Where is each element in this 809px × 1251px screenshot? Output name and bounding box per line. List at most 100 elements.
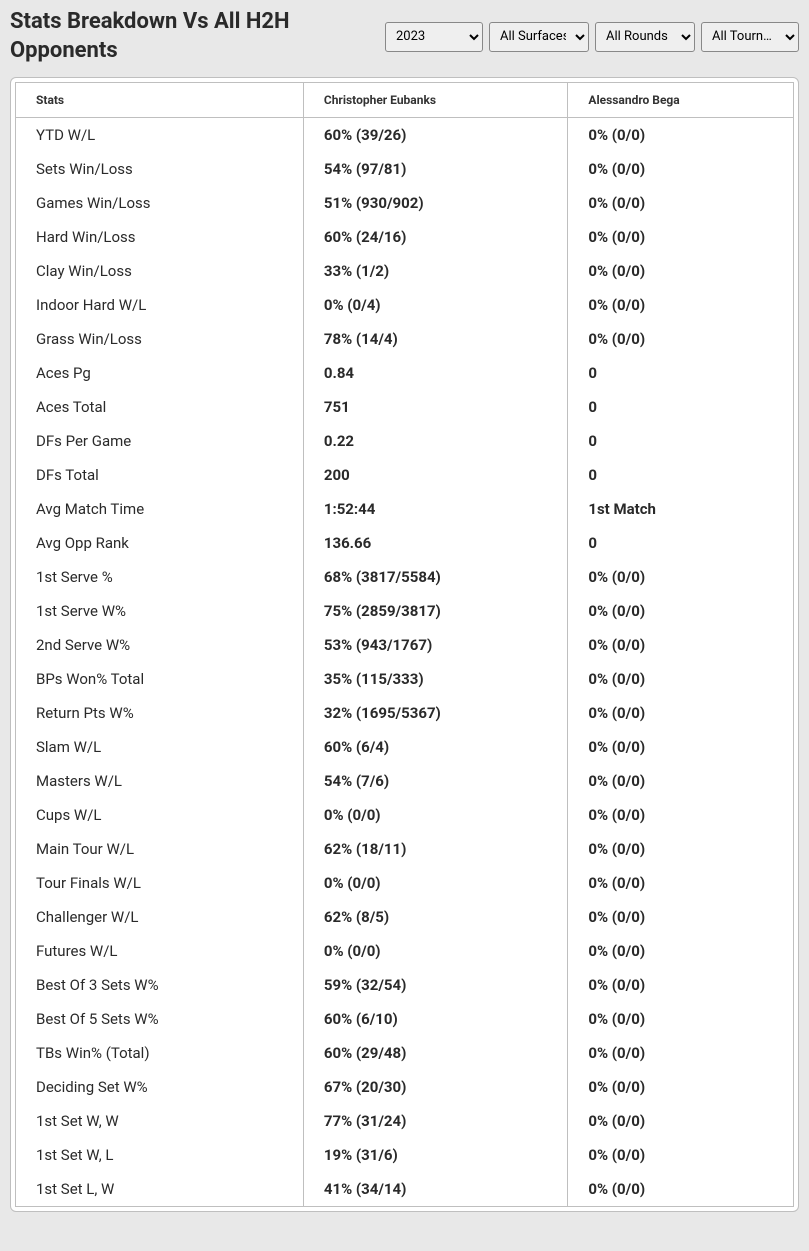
stat-value-player-b: 0% (0/0) [568,1138,794,1172]
stat-value-player-a: 54% (7/6) [303,764,568,798]
round-select[interactable]: All RoundsFinalSemiQuarter [595,22,695,52]
stat-label: 1st Serve % [16,560,304,594]
table-row: Tour Finals W/L0% (0/0)0% (0/0) [16,866,794,900]
table-row: Games Win/Loss51% (930/902)0% (0/0) [16,186,794,220]
stat-label: Sets Win/Loss [16,152,304,186]
stat-label: 1st Set W, L [16,1138,304,1172]
stat-value-player-b: 0% (0/0) [568,254,794,288]
stat-value-player-a: 60% (29/48) [303,1036,568,1070]
stat-value-player-a: 75% (2859/3817) [303,594,568,628]
table-row: 2nd Serve W%53% (943/1767)0% (0/0) [16,628,794,662]
table-row: Best Of 5 Sets W%60% (6/10)0% (0/0) [16,1002,794,1036]
table-row: Main Tour W/L62% (18/11)0% (0/0) [16,832,794,866]
table-row: Sets Win/Loss54% (97/81)0% (0/0) [16,152,794,186]
stat-value-player-a: 0% (0/0) [303,934,568,968]
table-row: Cups W/L0% (0/0)0% (0/0) [16,798,794,832]
stat-value-player-b: 0% (0/0) [568,866,794,900]
table-row: DFs Per Game0.220 [16,424,794,458]
table-row: Hard Win/Loss60% (24/16)0% (0/0) [16,220,794,254]
stat-label: 1st Set L, W [16,1172,304,1207]
stat-label: Indoor Hard W/L [16,288,304,322]
surface-select[interactable]: All SurfacesHardClayGrass [489,22,589,52]
stat-label: Avg Match Time [16,492,304,526]
stat-label: 2nd Serve W% [16,628,304,662]
stat-value-player-b: 0% (0/0) [568,560,794,594]
stat-value-player-a: 19% (31/6) [303,1138,568,1172]
tourn-select[interactable]: All Tourn…SlamMastersChallenger [701,22,799,52]
stats-table: Stats Christopher Eubanks Alessandro Beg… [15,82,794,1207]
stat-label: 1st Serve W% [16,594,304,628]
table-row: DFs Total2000 [16,458,794,492]
stat-value-player-a: 0% (0/0) [303,866,568,900]
stats-table-wrap: Stats Christopher Eubanks Alessandro Beg… [10,77,799,1212]
stat-value-player-a: 60% (39/26) [303,118,568,153]
table-row: Best Of 3 Sets W%59% (32/54)0% (0/0) [16,968,794,1002]
stat-value-player-b: 0% (0/0) [568,628,794,662]
stat-label: BPs Won% Total [16,662,304,696]
stat-label: Grass Win/Loss [16,322,304,356]
year-select[interactable]: 202320222021 [385,22,483,52]
stat-value-player-b: 0% (0/0) [568,1172,794,1207]
stat-value-player-a: 136.66 [303,526,568,560]
stat-value-player-b: 0% (0/0) [568,594,794,628]
page-title: Stats Breakdown Vs All H2H Opponents [10,8,300,65]
stat-value-player-a: 59% (32/54) [303,968,568,1002]
table-header-row: Stats Christopher Eubanks Alessandro Beg… [16,83,794,118]
stat-value-player-a: 751 [303,390,568,424]
stat-label: YTD W/L [16,118,304,153]
stat-label: Best Of 3 Sets W% [16,968,304,1002]
stat-value-player-b: 0% (0/0) [568,1070,794,1104]
stat-value-player-a: 68% (3817/5584) [303,560,568,594]
stat-value-player-a: 0% (0/0) [303,798,568,832]
stat-label: Futures W/L [16,934,304,968]
filters-container: 202320222021 All SurfacesHardClayGrass A… [385,22,799,52]
stat-label: Clay Win/Loss [16,254,304,288]
stat-value-player-a: 54% (97/81) [303,152,568,186]
table-row: Indoor Hard W/L0% (0/4)0% (0/0) [16,288,794,322]
stat-value-player-b: 0% (0/0) [568,1036,794,1070]
stat-value-player-b: 0% (0/0) [568,322,794,356]
stat-value-player-a: 53% (943/1767) [303,628,568,662]
stat-value-player-a: 77% (31/24) [303,1104,568,1138]
stat-value-player-a: 41% (34/14) [303,1172,568,1207]
stat-label: Avg Opp Rank [16,526,304,560]
stat-value-player-a: 200 [303,458,568,492]
stat-value-player-a: 0% (0/4) [303,288,568,322]
stat-label: Best Of 5 Sets W% [16,1002,304,1036]
stat-label: Deciding Set W% [16,1070,304,1104]
stat-value-player-b: 0 [568,526,794,560]
stat-value-player-b: 0% (0/0) [568,968,794,1002]
table-row: 1st Serve W%75% (2859/3817)0% (0/0) [16,594,794,628]
table-row: Challenger W/L62% (8/5)0% (0/0) [16,900,794,934]
stat-value-player-a: 60% (24/16) [303,220,568,254]
stat-label: TBs Win% (Total) [16,1036,304,1070]
stat-value-player-b: 0 [568,390,794,424]
stat-value-player-a: 35% (115/333) [303,662,568,696]
stat-value-player-a: 60% (6/10) [303,1002,568,1036]
table-row: Clay Win/Loss33% (1/2)0% (0/0) [16,254,794,288]
col-header-player-a: Christopher Eubanks [303,83,568,118]
stat-label: Return Pts W% [16,696,304,730]
table-row: 1st Serve %68% (3817/5584)0% (0/0) [16,560,794,594]
table-row: 1st Set W, L19% (31/6)0% (0/0) [16,1138,794,1172]
stat-value-player-a: 67% (20/30) [303,1070,568,1104]
header-bar: Stats Breakdown Vs All H2H Opponents 202… [0,0,809,77]
table-row: Slam W/L60% (6/4)0% (0/0) [16,730,794,764]
stat-label: Tour Finals W/L [16,866,304,900]
stat-value-player-b: 0 [568,458,794,492]
stat-value-player-a: 33% (1/2) [303,254,568,288]
stat-value-player-a: 0.84 [303,356,568,390]
table-row: Aces Pg0.840 [16,356,794,390]
stat-value-player-a: 78% (14/4) [303,322,568,356]
stat-value-player-b: 0% (0/0) [568,662,794,696]
col-header-stats: Stats [16,83,304,118]
stat-value-player-a: 51% (930/902) [303,186,568,220]
stat-value-player-b: 0% (0/0) [568,798,794,832]
stat-value-player-a: 62% (18/11) [303,832,568,866]
stat-label: Slam W/L [16,730,304,764]
stat-value-player-b: 0% (0/0) [568,1104,794,1138]
stat-value-player-b: 1st Match [568,492,794,526]
stat-value-player-b: 0% (0/0) [568,220,794,254]
stat-value-player-b: 0% (0/0) [568,288,794,322]
stat-label: Masters W/L [16,764,304,798]
